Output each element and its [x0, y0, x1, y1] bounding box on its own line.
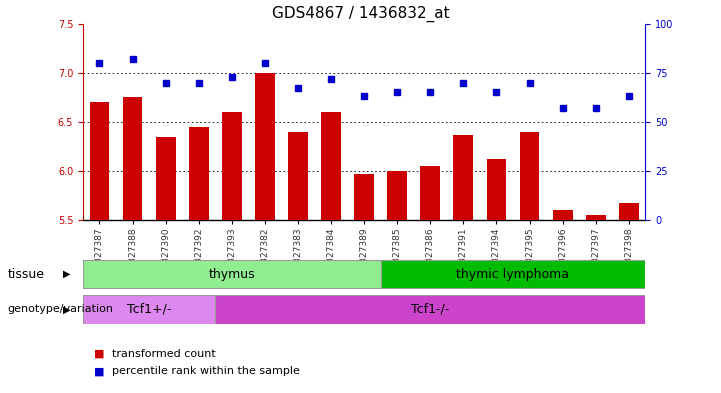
Bar [216, 296, 645, 324]
Bar [83, 296, 216, 324]
Text: Tcf1-/-: Tcf1-/- [411, 303, 449, 316]
Bar [255, 73, 275, 220]
Text: thymic lymphoma: thymic lymphoma [456, 268, 570, 281]
Bar [189, 127, 208, 220]
Bar [354, 174, 374, 220]
Bar [321, 112, 341, 220]
Text: Tcf1+/-: Tcf1+/- [127, 303, 172, 316]
Text: ▶: ▶ [63, 269, 70, 279]
Text: GDS4867 / 1436832_at: GDS4867 / 1436832_at [272, 6, 449, 22]
Bar [619, 204, 639, 220]
Text: transformed count: transformed count [112, 349, 216, 359]
Text: genotype/variation: genotype/variation [7, 305, 113, 314]
Text: ▶: ▶ [63, 305, 70, 314]
Bar [520, 132, 539, 220]
Bar [83, 260, 381, 288]
Bar [454, 135, 473, 220]
Text: thymus: thymus [208, 268, 255, 281]
Bar [487, 159, 506, 220]
Bar [89, 102, 110, 220]
Text: percentile rank within the sample: percentile rank within the sample [112, 366, 300, 376]
Text: ■: ■ [94, 366, 105, 376]
Bar [585, 215, 606, 220]
Bar [123, 97, 143, 220]
Bar [553, 210, 572, 220]
Bar [420, 166, 441, 220]
Bar [387, 171, 407, 220]
Bar [381, 260, 645, 288]
Text: ■: ■ [94, 349, 105, 359]
Text: tissue: tissue [7, 268, 44, 281]
Bar [156, 137, 175, 220]
Bar [222, 112, 242, 220]
Bar [288, 132, 308, 220]
